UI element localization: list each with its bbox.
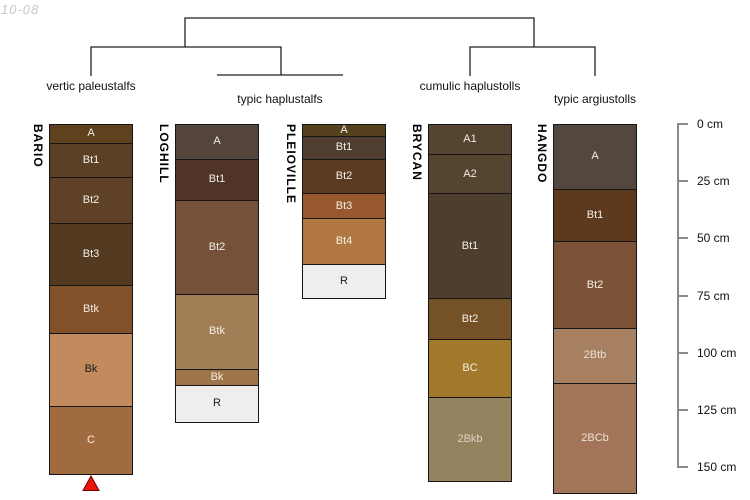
horizon-label: Bt2 [461, 312, 479, 325]
depth-tick-label: 25 cm [697, 174, 730, 189]
profile-column-hangdo: A Bt1 Bt2 2Btb 2BCb [553, 123, 637, 494]
horizon-label: Bt2 [335, 169, 353, 182]
horizon-label: A [591, 150, 599, 162]
depth-tick-label: 125 cm [697, 402, 737, 417]
soil-horizon-brycan-bt2: Bt2 [429, 298, 511, 340]
horizon-label: Bt2 [208, 240, 226, 253]
profile-column-bario: A Bt1 Bt2 Bt3 Btk Bk C [49, 123, 133, 476]
group-label-vertic-paleustalfs: vertic paleustalfs [46, 79, 136, 93]
soil-horizon-loghill-btk: Btk [176, 293, 258, 370]
soil-horizon-bario-btk: Btk [50, 284, 132, 333]
dendrogram-root-link [184, 17, 535, 47]
horizon-label: 2Bkb [457, 432, 483, 445]
profile-name-pleioville: PLEIOVILLE [284, 123, 298, 204]
horizon-label: Bt1 [586, 208, 604, 221]
soil-horizon-hangdo-2btb: 2Btb [554, 328, 636, 383]
soil-horizon-hangdo-bt1: Bt1 [554, 188, 636, 242]
dendrogram-left-link [90, 46, 282, 76]
soil-horizon-pleioville-r: R [303, 263, 385, 299]
horizon-label: Bk [84, 363, 98, 376]
depth-tick-label: 150 cm [697, 460, 737, 474]
horizon-label: Bt1 [461, 239, 479, 252]
soil-horizon-pleioville-bt1: Bt1 [303, 135, 385, 159]
horizon-label: A [340, 123, 348, 136]
profile-name-bario: BARIO [31, 123, 45, 168]
profile-column-brycan: A1 A2 Bt1 Bt2 BC 2Bkb [428, 123, 512, 483]
profile-column-loghill: A Bt1 Bt2 Btk Bk R [175, 123, 259, 423]
soil-horizon-pleioville-bt3: Bt3 [303, 193, 385, 219]
profile-name-loghill: LOGHILL [157, 123, 171, 184]
soil-horizon-hangdo-a: A [554, 124, 636, 189]
soil-horizon-bario-a: A [50, 124, 132, 143]
horizon-label: A1 [463, 132, 477, 145]
soil-horizon-loghill-bk: Bk [176, 369, 258, 386]
soil-horizon-pleioville-bt4: Bt4 [303, 218, 385, 264]
soil-horizon-loghill-r: R [176, 385, 258, 422]
depth-tick [677, 408, 688, 411]
profile-column-pleioville: A Bt1 Bt2 Bt3 Bt4 R [302, 123, 386, 300]
horizon-label: A2 [463, 167, 477, 180]
soil-horizon-hangdo-bt2: Bt2 [554, 241, 636, 328]
horizon-label: Bt4 [335, 235, 353, 248]
horizon-label: Bt2 [82, 193, 100, 206]
depth-tick [677, 180, 688, 183]
continues-below-triangle-marker [81, 475, 101, 497]
soil-horizon-loghill-bt1: Bt1 [176, 158, 258, 200]
soil-horizon-pleioville-bt2: Bt2 [303, 158, 385, 194]
horizon-label: Bt3 [82, 247, 100, 260]
profile-name-hangdo: HANGDO [535, 123, 549, 183]
depth-tick [677, 123, 688, 125]
horizon-label: R [340, 275, 348, 288]
soil-horizon-brycan-2bkb: 2Bkb [429, 396, 511, 482]
soil-horizon-brycan-bt1: Bt1 [429, 193, 511, 299]
group-label-cumulic-haplustolls: cumulic haplustolls [419, 79, 521, 93]
soil-horizon-loghill-bt2: Bt2 [176, 199, 258, 294]
horizon-label: BC [462, 362, 478, 375]
soil-horizon-hangdo-2bcb: 2BCb [554, 382, 636, 493]
horizon-label: 2BCb [581, 431, 609, 444]
horizon-label: Bk [210, 371, 224, 384]
horizon-label: Bt1 [82, 153, 100, 166]
group-label-typic-haplustalfs: typic haplustalfs [237, 92, 323, 106]
depth-tick-label: 50 cm [697, 231, 730, 246]
dendrogram-right-link [469, 46, 596, 76]
horizon-label: A [213, 135, 221, 148]
soil-horizon-brycan-bc: BC [429, 339, 511, 397]
depth-tick [677, 294, 688, 297]
depth-tick-label: 75 cm [697, 288, 730, 303]
depth-tick [677, 466, 688, 468]
depth-tick-label: 0 cm [697, 117, 724, 131]
horizon-label: Bt2 [586, 278, 604, 291]
horizon-label: 2Btb [583, 349, 607, 362]
soil-horizon-bario-bt3: Bt3 [50, 222, 132, 285]
horizon-label: Bt1 [335, 141, 353, 154]
horizon-label: Bt1 [208, 173, 226, 186]
soil-horizon-pleioville-a: A [303, 123, 385, 136]
profile-name-brycan: BRYCAN [410, 123, 424, 181]
soil-horizon-bario-bt2: Bt2 [50, 177, 132, 223]
horizon-label: Bt3 [335, 199, 353, 212]
soil-horizon-bario-bt1: Bt1 [50, 142, 132, 178]
group-label-typic-argiustolls: typic argiustolls [553, 92, 637, 106]
horizon-label: Btk [209, 325, 225, 338]
soil-horizon-bario-c: C [50, 405, 132, 475]
soil-horizon-brycan-a2: A2 [429, 154, 511, 194]
depth-tick [677, 351, 688, 354]
depth-tick-label: 100 cm [697, 345, 737, 360]
horizon-label: C [87, 434, 95, 447]
soil-horizon-bario-bk: Bk [50, 332, 132, 406]
horizon-label: A [87, 127, 95, 140]
horizon-label: Btk [83, 302, 99, 315]
watermark-text: 10-08 [1, 2, 40, 17]
soil-horizon-brycan-a1: A1 [429, 124, 511, 155]
soil-horizon-loghill-a: A [176, 124, 258, 159]
horizon-label: R [213, 397, 221, 410]
depth-tick [677, 237, 688, 240]
